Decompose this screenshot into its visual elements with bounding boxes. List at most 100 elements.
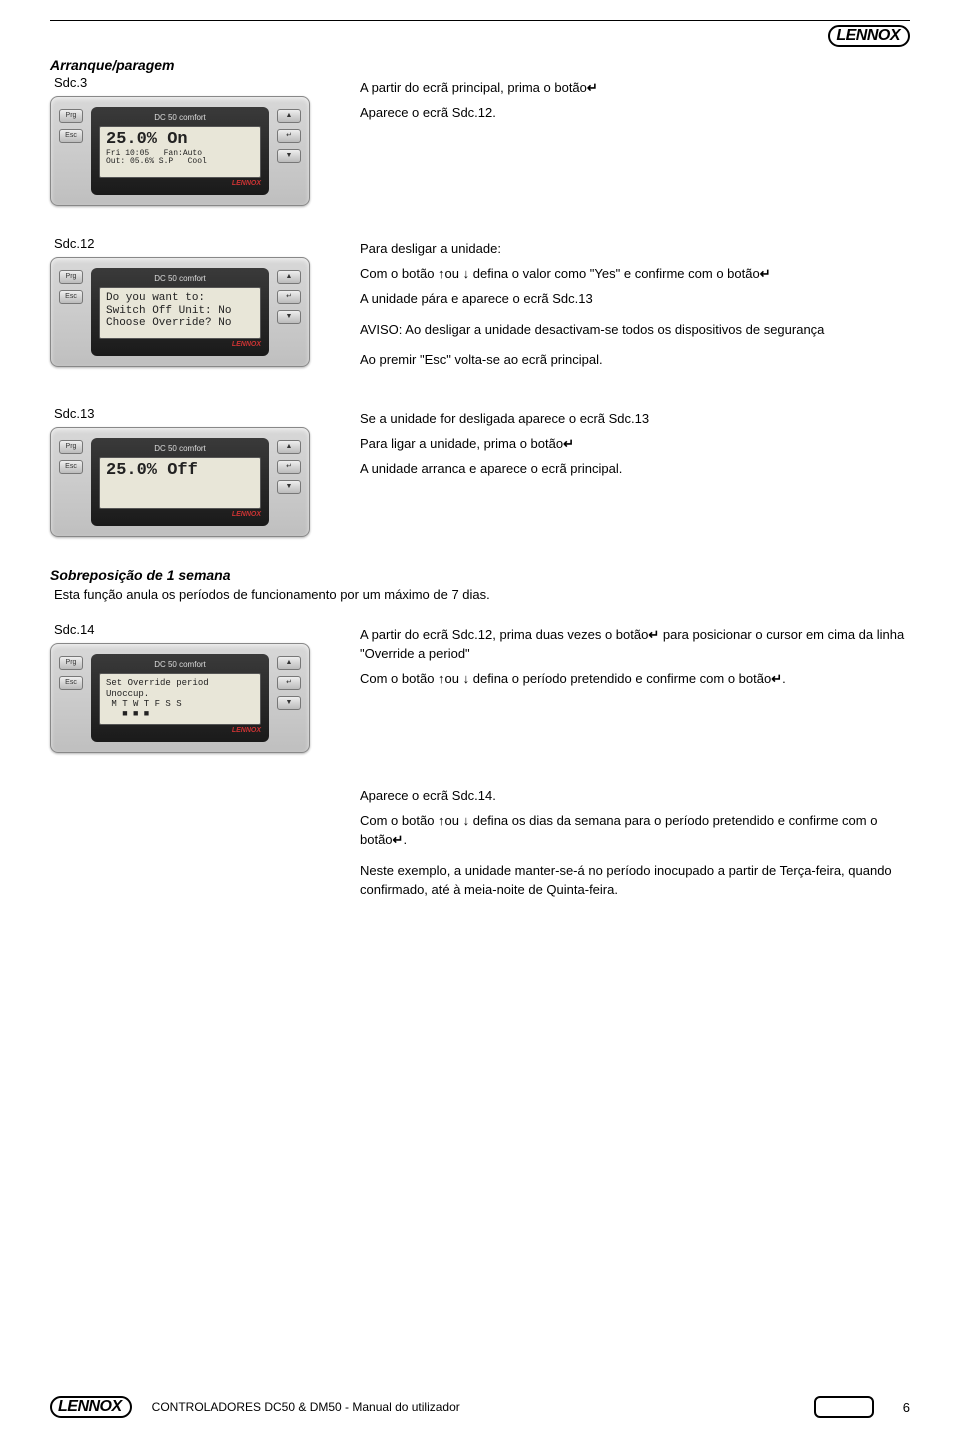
- device-lcd: Do you want to: Switch Off Unit: No Choo…: [99, 287, 261, 339]
- device-bezel: DC 50 comfort 25.0% Off LENNOX: [91, 438, 269, 526]
- device-maker: LENNOX: [99, 180, 261, 187]
- row-sdc3: Sdc.3 Prg Esc DC 50 comfort 25.0% OnFri …: [50, 75, 910, 206]
- device-btn-down: ▼: [277, 480, 301, 494]
- device-btn-esc: Esc: [59, 290, 83, 304]
- device-left-buttons: Prg Esc: [59, 656, 83, 690]
- device-btn-prg: Prg: [59, 109, 83, 123]
- t2c: defina o valor como "Yes" e confirme com…: [469, 266, 760, 281]
- brand-logo: LENNOX: [828, 25, 910, 47]
- page-number: 6: [894, 1400, 910, 1415]
- lcd-l3: Choose Override? No: [106, 317, 231, 329]
- device-left-buttons: Prg Esc: [59, 440, 83, 474]
- device-maker: LENNOX: [99, 341, 261, 348]
- row-after14: Aparece o ecrã Sdc.14. Com o botão ↑ou ↓…: [50, 783, 910, 905]
- device-lcd: 25.0% Off: [99, 457, 261, 509]
- sdc12-label: Sdc.12: [54, 236, 330, 251]
- device-lcd: Set Override period Unoccup. M T W T F S…: [99, 673, 261, 725]
- sdc12-t4: AVISO: Ao desligar a unidade desactivam-…: [360, 321, 910, 340]
- device-bezel: DC 50 comfort Do you want to: Switch Off…: [91, 268, 269, 356]
- device-right-buttons: ▲ ↵ ▼: [277, 109, 301, 163]
- sdc12-t3: A unidade pára e aparece o ecrã Sdc.13: [360, 290, 910, 309]
- device-sdc3: Prg Esc DC 50 comfort 25.0% OnFri 10:05 …: [50, 96, 310, 206]
- t2b: ou: [445, 813, 463, 828]
- device-btn-down: ▼: [277, 310, 301, 324]
- device-model: DC 50 comfort: [99, 113, 261, 122]
- top-logo-wrap: LENNOX: [50, 25, 910, 47]
- sdc12-t5: Ao premir "Esc" volta-se ao ecrã princip…: [360, 351, 910, 370]
- page-box: [814, 1396, 874, 1418]
- sdc3-text1: A partir do ecrã principal, prima o botã…: [360, 79, 910, 98]
- device-bezel: DC 50 comfort 25.0% OnFri 10:05 Fan:Auto…: [91, 107, 269, 195]
- t2d: .: [782, 671, 786, 686]
- section2-title: Sobreposição de 1 semana: [50, 567, 910, 583]
- right-sdc14: A partir do ecrã Sdc.12, prima duas veze…: [360, 622, 910, 695]
- device-btn-prg: Prg: [59, 440, 83, 454]
- device-lcd: 25.0% OnFri 10:05 Fan:Auto Out: 05.6% S.…: [99, 126, 261, 178]
- lcd-l3: M T W T F S S: [106, 699, 182, 709]
- sdc3-t1: A partir do ecrã principal, prima o botã…: [360, 80, 587, 95]
- lcd-l4: ■ ■ ■: [106, 709, 149, 719]
- device-sdc13: Prg Esc DC 50 comfort 25.0% Off LENNOX ▲…: [50, 427, 310, 537]
- device-left-buttons: Prg Esc: [59, 109, 83, 143]
- left-sdc12: Sdc.12 Prg Esc DC 50 comfort Do you want…: [50, 236, 330, 367]
- device-right-buttons: ▲ ↵ ▼: [277, 440, 301, 494]
- sdc12-t2: Com o botão ↑ou ↓ defina o valor como "Y…: [360, 265, 910, 284]
- t2a: Com o botão: [360, 671, 438, 686]
- footer-text: CONTROLADORES DC50 & DM50 - Manual do ut…: [152, 1400, 794, 1414]
- t2b: ou: [445, 266, 463, 281]
- device-btn-esc: Esc: [59, 460, 83, 474]
- after14-t1: Aparece o ecrã Sdc.14.: [360, 787, 910, 806]
- device-maker: LENNOX: [99, 727, 261, 734]
- row-sdc12: Sdc.12 Prg Esc DC 50 comfort Do you want…: [50, 236, 910, 376]
- section1-title: Arranque/paragem: [50, 57, 910, 73]
- t2a: Com o botão: [360, 813, 438, 828]
- device-right-buttons: ▲ ↵ ▼: [277, 270, 301, 324]
- lcd-l2: Switch Off Unit: No: [106, 305, 231, 317]
- lcd-l1: Set Override period: [106, 678, 209, 688]
- device-model: DC 50 comfort: [99, 660, 261, 669]
- enter-icon: ↵: [771, 670, 782, 689]
- after14-t2: Com o botão ↑ou ↓ defina os dias da sema…: [360, 812, 910, 850]
- device-left-buttons: Prg Esc: [59, 270, 83, 304]
- device-btn-up: ▲: [277, 656, 301, 670]
- left-sdc14: Sdc.14 Prg Esc DC 50 comfort Set Overrid…: [50, 622, 330, 753]
- device-btn-down: ▼: [277, 149, 301, 163]
- sdc13-label: Sdc.13: [54, 406, 330, 421]
- sdc14-t2: Com o botão ↑ou ↓ defina o período prete…: [360, 670, 910, 689]
- device-model: DC 50 comfort: [99, 274, 261, 283]
- right-sdc12: Para desligar a unidade: Com o botão ↑ou…: [360, 236, 910, 376]
- device-sdc14: Prg Esc DC 50 comfort Set Override perio…: [50, 643, 310, 753]
- device-btn-down: ▼: [277, 696, 301, 710]
- t2c: defina o período pretendido e confirme c…: [469, 671, 771, 686]
- right-after14: Aparece o ecrã Sdc.14. Com o botão ↑ou ↓…: [360, 783, 910, 905]
- lcd-l1: Do you want to:: [106, 292, 205, 304]
- device-btn-enter: ↵: [277, 676, 301, 690]
- device-model: DC 50 comfort: [99, 444, 261, 453]
- device-bezel: DC 50 comfort Set Override period Unoccu…: [91, 654, 269, 742]
- section2-intro: Esta função anula os períodos de funcion…: [54, 587, 910, 602]
- device-btn-enter: ↵: [277, 129, 301, 143]
- lcd-main: 25.0% On: [106, 130, 188, 149]
- footer: LENNOX CONTROLADORES DC50 & DM50 - Manua…: [50, 1396, 910, 1418]
- t2d: .: [403, 832, 407, 847]
- enter-icon: ↵: [760, 265, 771, 284]
- enter-icon: ↵: [648, 626, 659, 645]
- enter-icon: ↵: [587, 79, 598, 98]
- device-maker: LENNOX: [99, 511, 261, 518]
- row-sdc13: Sdc.13 Prg Esc DC 50 comfort 25.0% Off L…: [50, 406, 910, 537]
- left-sdc13: Sdc.13 Prg Esc DC 50 comfort 25.0% Off L…: [50, 406, 330, 537]
- right-sdc13: Se a unidade for desligada aparece o ecr…: [360, 406, 910, 485]
- device-btn-prg: Prg: [59, 270, 83, 284]
- device-btn-prg: Prg: [59, 656, 83, 670]
- t2: Para ligar a unidade, prima o botão: [360, 436, 563, 451]
- device-btn-up: ▲: [277, 109, 301, 123]
- footer-logo: LENNOX: [50, 1396, 132, 1418]
- enter-icon: ↵: [393, 831, 404, 850]
- t2b: ou: [445, 671, 463, 686]
- sdc13-t3: A unidade arranca e aparece o ecrã princ…: [360, 460, 910, 479]
- enter-icon: ↵: [563, 435, 574, 454]
- device-btn-esc: Esc: [59, 129, 83, 143]
- sdc3-text2: Aparece o ecrã Sdc.12.: [360, 104, 910, 123]
- device-btn-enter: ↵: [277, 460, 301, 474]
- lcd-l2: Unoccup.: [106, 689, 149, 699]
